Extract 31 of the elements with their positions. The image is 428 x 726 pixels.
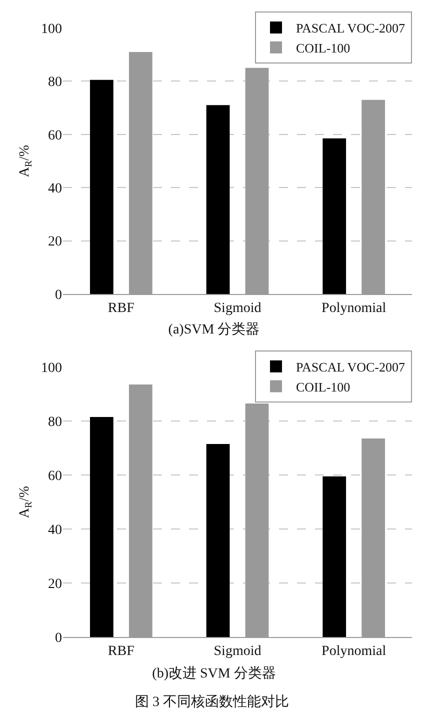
y-tick-label: 40 — [48, 182, 62, 196]
x-tick-label: RBF — [108, 644, 135, 659]
y-tick-label: 80 — [48, 414, 62, 430]
x-tick-label: RBF — [108, 300, 135, 316]
legend-label: PASCAL VOC-2007 — [296, 20, 406, 36]
bar — [90, 80, 114, 294]
bar — [206, 105, 230, 294]
y-tick-label: 20 — [48, 576, 62, 592]
y-tick-label: 100 — [41, 360, 62, 376]
caption: 图 3 不同核函数性能对比 — [135, 694, 289, 710]
legend-label: PASCAL VOC-2007 — [296, 359, 406, 374]
y-tick-label: 60 — [48, 468, 62, 484]
y-tick-label: 0 — [55, 288, 62, 303]
bar — [322, 476, 346, 637]
bar — [322, 138, 346, 294]
text: (a)SVM 分类器 — [168, 321, 260, 338]
x-tick-label: Sigmoid — [214, 300, 262, 316]
y-tick-label: 40 — [48, 522, 62, 538]
y-tick-label: 20 — [48, 234, 62, 250]
legend-label: COIL-100 — [296, 379, 350, 394]
y-tick-label: 0 — [55, 630, 62, 646]
legend-label: COIL-100 — [296, 40, 350, 56]
bar — [206, 444, 230, 637]
y-tick-label: 100 — [41, 22, 62, 37]
y-tick-label: 80 — [48, 75, 62, 90]
text: (b)改进 SVM 分类器 — [152, 666, 276, 682]
y-tick-label: 60 — [48, 128, 62, 144]
x-tick-label: Polynomial — [322, 644, 386, 659]
bar — [90, 416, 114, 637]
x-tick-label: Polynomial — [322, 300, 386, 316]
x-tick-label: Sigmoid — [214, 644, 262, 659]
